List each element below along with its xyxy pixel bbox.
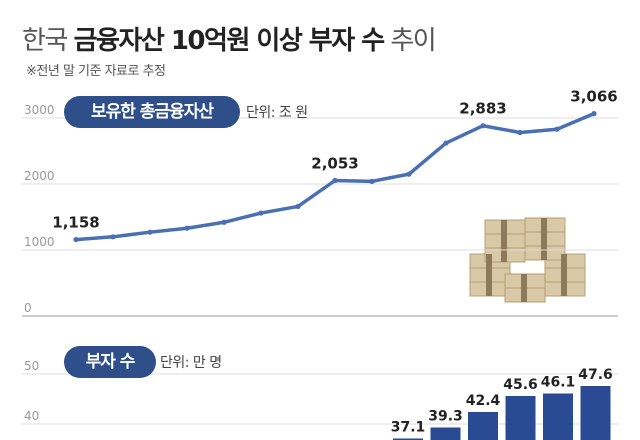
bar-value-label: 37.1 — [391, 420, 426, 436]
data-point — [258, 210, 264, 216]
bar — [543, 393, 573, 440]
title-suffix: 추이 — [390, 26, 436, 56]
y-tick-label: 40 — [24, 409, 39, 423]
data-label: 2,053 — [311, 155, 358, 173]
bar-value-label: 45.6 — [503, 377, 538, 393]
bar-chart-unit: 단위: 만 명 — [160, 355, 222, 371]
line-chart-unit: 단위: 조 원 — [246, 105, 308, 121]
bar — [505, 396, 536, 440]
data-point — [369, 178, 375, 184]
money-stack-icon — [469, 217, 586, 303]
line-chart-title: 보유한 총금융자산 — [64, 96, 240, 128]
bar — [468, 412, 498, 440]
bar-value-label: 39.3 — [428, 409, 463, 425]
line-chart: 3000 2000 1000 0 1,158 2,053 2,883 3,066 — [22, 88, 618, 317]
bar-value-label: 47.6 — [578, 367, 613, 383]
data-label: 2,883 — [459, 100, 506, 118]
y-tick-label: 2000 — [24, 169, 55, 183]
data-point — [591, 111, 597, 117]
data-point — [221, 219, 227, 225]
data-label: 3,066 — [570, 88, 617, 106]
y-tick-label: 1000 — [24, 235, 55, 249]
data-point — [480, 123, 486, 129]
bar-value-label: 46.1 — [541, 375, 576, 391]
data-point — [184, 225, 190, 231]
data-point — [554, 126, 560, 132]
data-point — [110, 234, 116, 240]
data-label: 1,158 — [52, 214, 99, 232]
data-point — [443, 140, 449, 146]
bar-chart-title: 부자 수 — [64, 346, 156, 378]
bar — [430, 427, 461, 440]
data-point — [517, 129, 523, 136]
y-tick-label: 3000 — [24, 103, 55, 117]
bar-value-label: 42.4 — [466, 393, 501, 409]
y-tick-label: 0 — [24, 301, 32, 315]
y-tick-label: 50 — [24, 359, 39, 373]
data-point — [406, 171, 412, 177]
data-point — [295, 203, 301, 210]
data-point — [332, 177, 338, 184]
bar-chart: 50 40 37.139.342.445.6 46.1 47.6 — [22, 359, 618, 440]
title-prefix: 한국 — [22, 26, 68, 56]
source-note: ※전년 말 기준 자료로 추정 — [26, 64, 166, 79]
bar — [580, 386, 611, 440]
data-point — [147, 229, 153, 235]
chart-title: 한국 금융자산 10억원 이상 부자 수 추이 — [22, 20, 437, 57]
title-main: 금융자산 10억원 이상 부자 수 — [73, 26, 386, 56]
bar — [393, 438, 423, 440]
data-point — [73, 236, 79, 243]
